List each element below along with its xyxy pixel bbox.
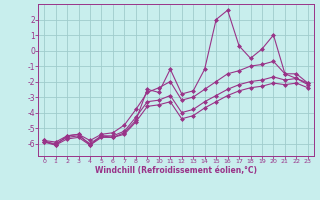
X-axis label: Windchill (Refroidissement éolien,°C): Windchill (Refroidissement éolien,°C) [95, 166, 257, 175]
